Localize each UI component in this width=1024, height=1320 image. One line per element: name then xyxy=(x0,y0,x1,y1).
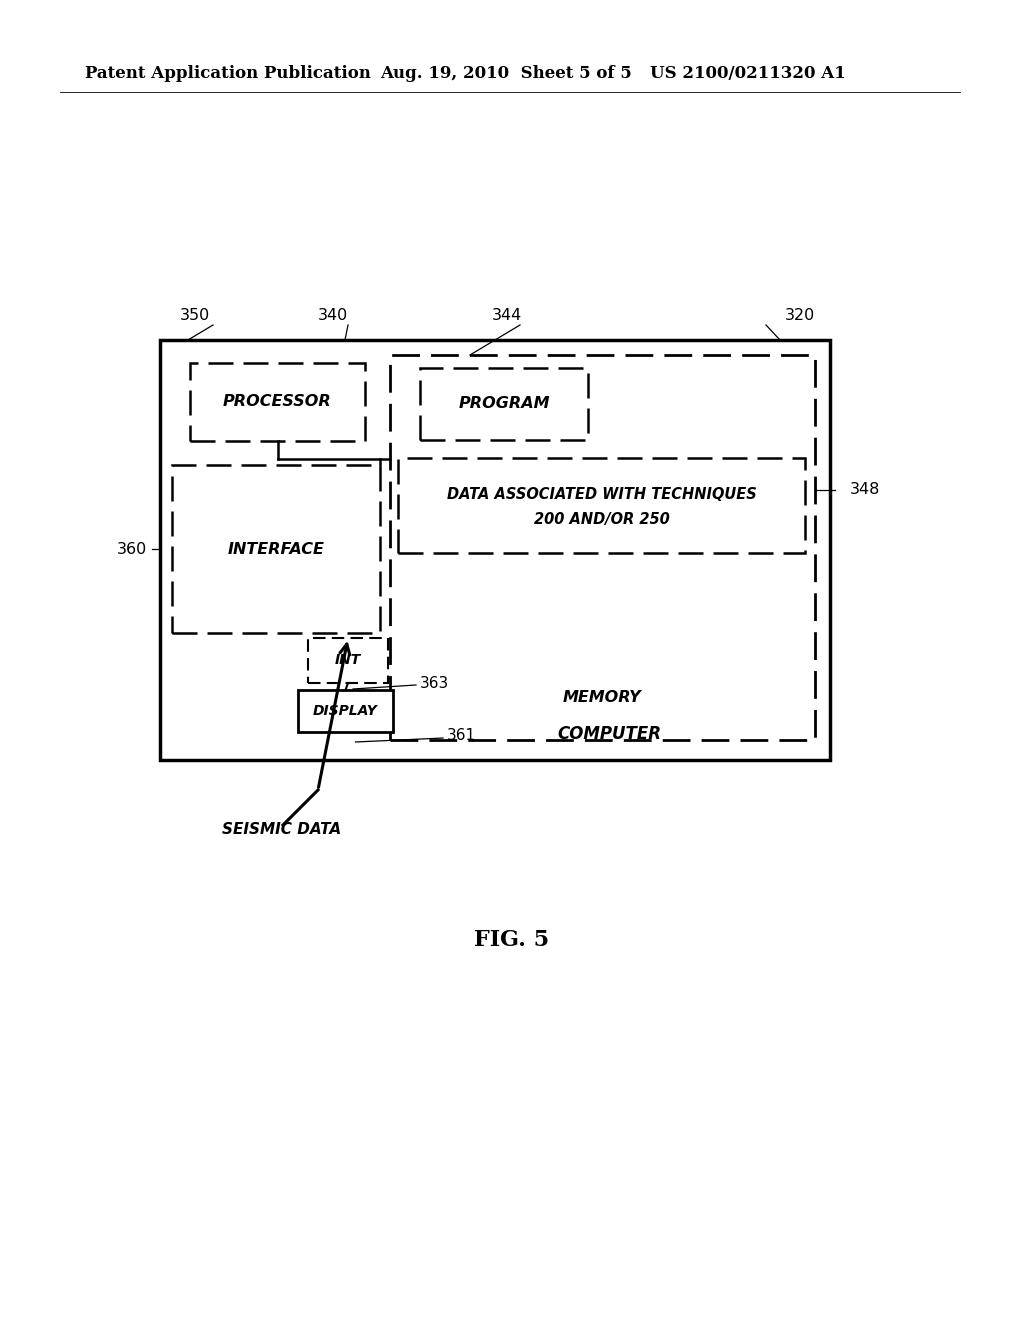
Text: Patent Application Publication: Patent Application Publication xyxy=(85,65,371,82)
Text: 320: 320 xyxy=(785,308,815,322)
Text: INT: INT xyxy=(335,653,361,668)
Text: Aug. 19, 2010  Sheet 5 of 5: Aug. 19, 2010 Sheet 5 of 5 xyxy=(380,65,632,82)
Text: 361: 361 xyxy=(447,727,476,742)
Text: MEMORY: MEMORY xyxy=(563,690,642,705)
Bar xyxy=(308,638,388,682)
Text: DATA ASSOCIATED WITH TECHNIQUES: DATA ASSOCIATED WITH TECHNIQUES xyxy=(446,487,757,502)
Bar xyxy=(420,368,588,440)
Text: DISPLAY: DISPLAY xyxy=(313,704,378,718)
Text: 363: 363 xyxy=(420,676,450,690)
Bar xyxy=(190,363,365,441)
Text: 348: 348 xyxy=(850,482,881,498)
Bar xyxy=(390,355,815,741)
Text: 360: 360 xyxy=(117,541,147,557)
Text: COMPUTER: COMPUTER xyxy=(557,725,660,743)
Bar xyxy=(398,458,805,553)
Bar xyxy=(160,341,830,760)
Text: 344: 344 xyxy=(492,308,522,322)
Text: FIG. 5: FIG. 5 xyxy=(474,929,550,950)
Text: INTERFACE: INTERFACE xyxy=(227,541,325,557)
Text: PROGRAM: PROGRAM xyxy=(459,396,550,412)
Text: 200 AND/OR 250: 200 AND/OR 250 xyxy=(534,512,670,527)
Text: US 2100/0211320 A1: US 2100/0211320 A1 xyxy=(650,65,846,82)
Bar xyxy=(298,690,393,733)
Text: SEISMIC DATA: SEISMIC DATA xyxy=(222,822,341,837)
Text: 350: 350 xyxy=(180,308,210,322)
Text: PROCESSOR: PROCESSOR xyxy=(223,395,332,409)
Text: 340: 340 xyxy=(317,308,348,322)
Bar xyxy=(172,465,380,634)
